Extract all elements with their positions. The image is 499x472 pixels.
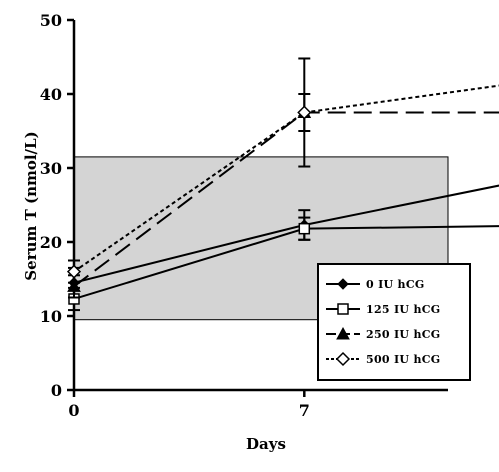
y-tick-label: 30	[40, 159, 62, 178]
x-tick-label: 0	[68, 401, 79, 420]
data-point	[67, 279, 81, 292]
y-axis-title: Serum T (nmol/L)	[22, 131, 40, 280]
legend: 0 IU hCG 125 IU hCG 250 IU hCG 500 IU hCG	[317, 263, 471, 381]
legend-swatch-marker	[337, 303, 349, 315]
series-layer	[66, 57, 499, 312]
data-point	[297, 105, 312, 120]
legend-swatch-marker	[337, 278, 349, 290]
y-tick-label: 50	[40, 11, 62, 30]
data-point	[298, 222, 311, 235]
y-tick-label: 0	[51, 381, 62, 400]
y-tick-label: 40	[40, 85, 62, 104]
y-tick-label: 10	[40, 307, 62, 326]
x-axis-title: Days	[246, 435, 286, 453]
axes: 01020304050071421	[40, 11, 448, 420]
series-line	[73, 111, 499, 288]
legend-label: 125 IU hCG	[366, 303, 441, 316]
series-line	[73, 225, 499, 300]
legend-swatch-marker	[335, 351, 351, 367]
legend-label: 250 IU hCG	[366, 328, 441, 341]
data-point	[66, 264, 82, 279]
legend-swatch-marker	[336, 326, 350, 340]
y-tick-label: 20	[40, 233, 62, 252]
x-tick-label: 7	[299, 401, 310, 420]
legend-label: 500 IU hCG	[366, 353, 441, 366]
legend-label: 0 IU hCG	[366, 278, 425, 291]
series-line	[73, 184, 499, 284]
series-500-iu-hcg	[66, 84, 499, 284]
